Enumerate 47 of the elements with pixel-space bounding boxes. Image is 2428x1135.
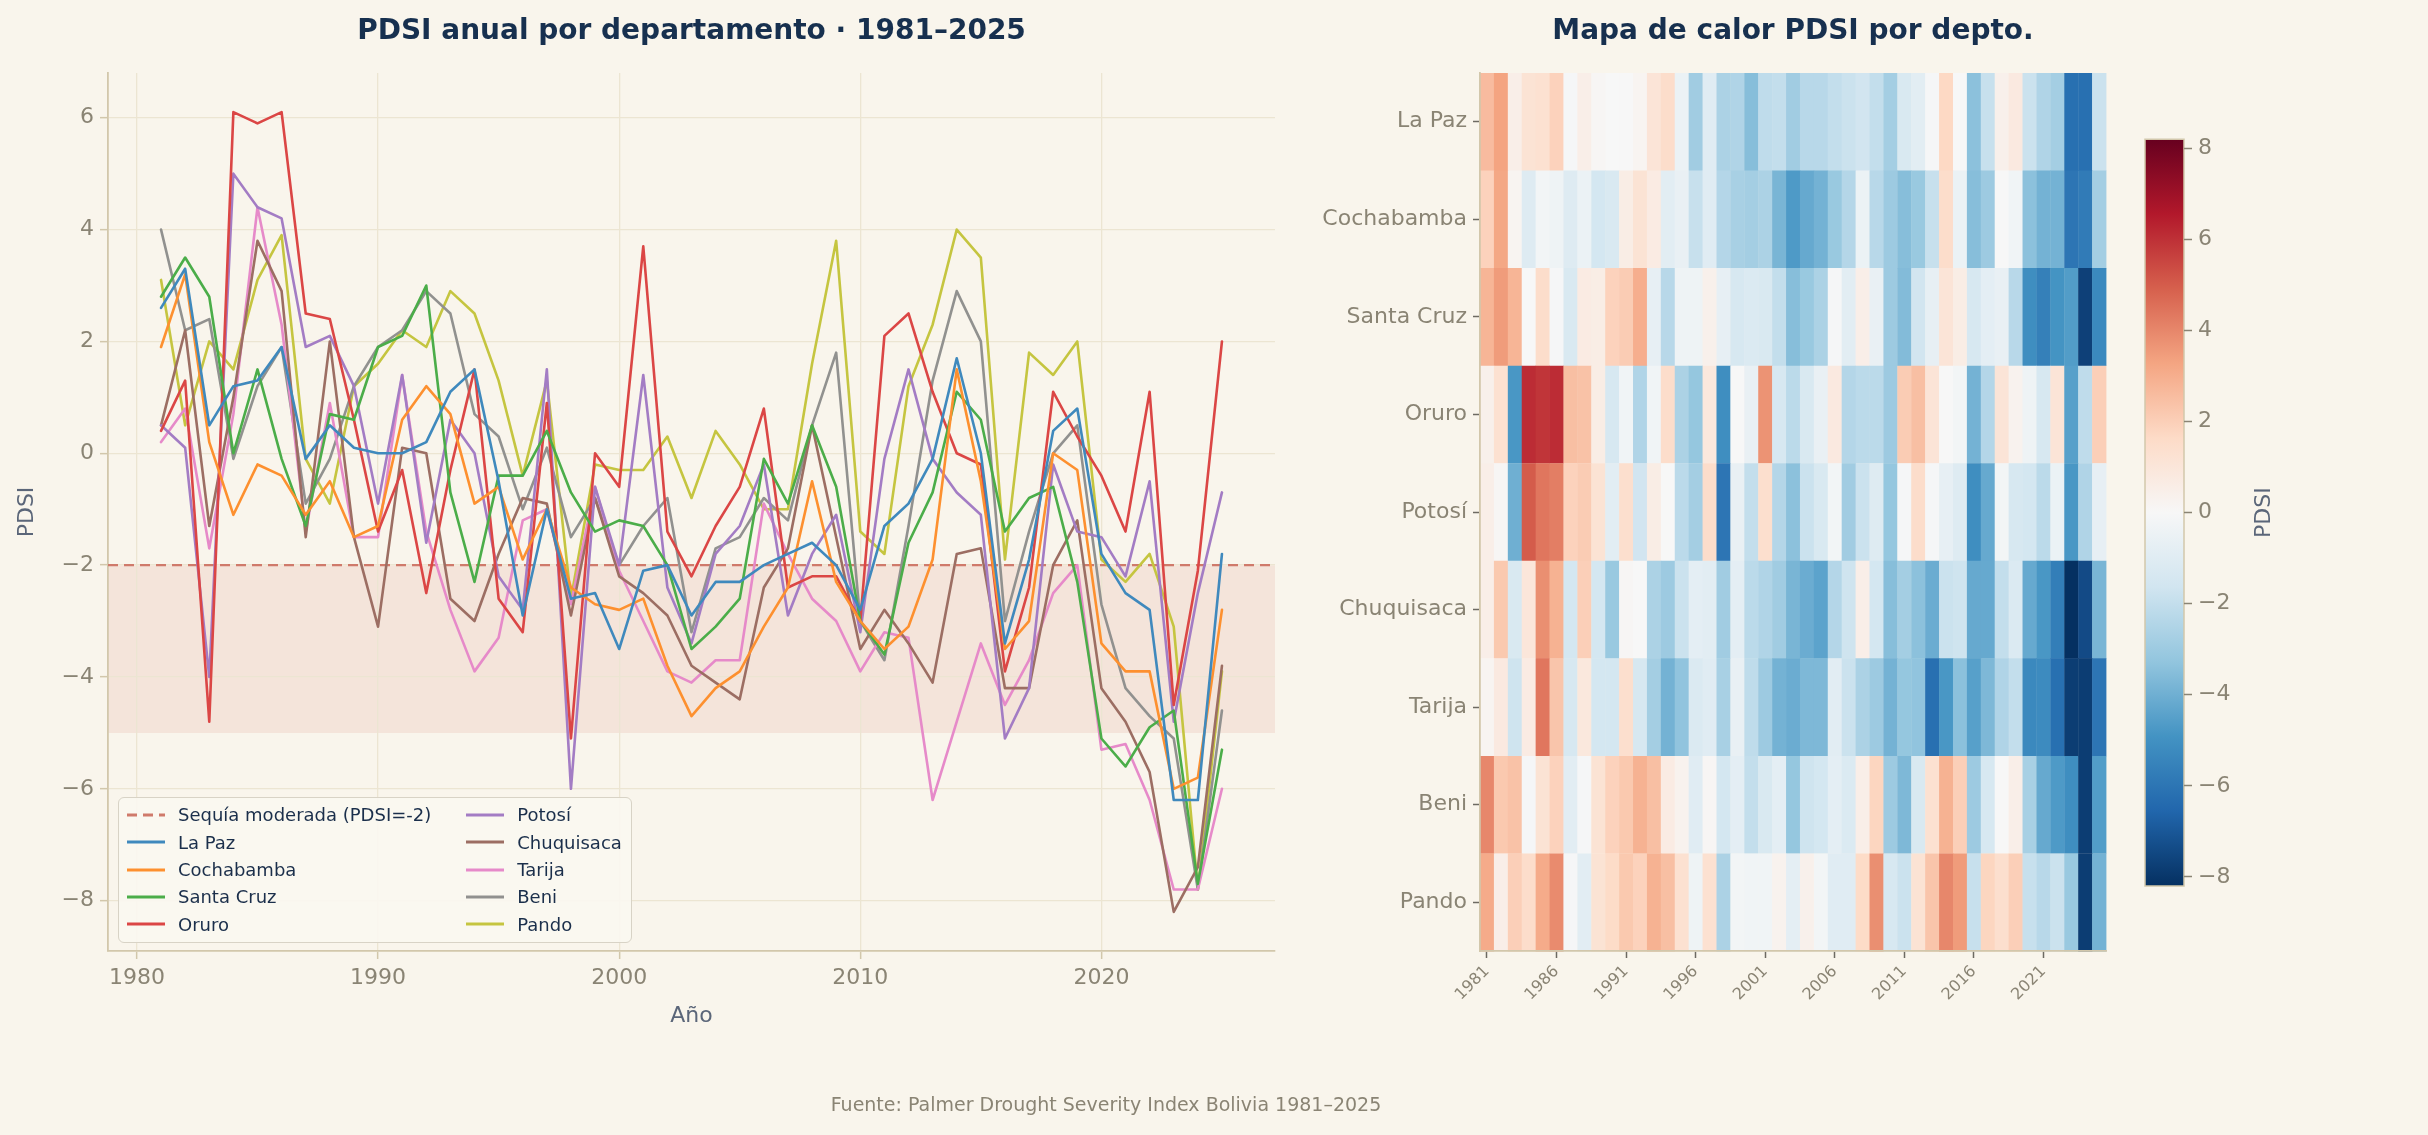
y-tick-label: 2 <box>80 327 94 353</box>
y-tick-label: Oruro <box>1404 400 1467 426</box>
color-bar-label: 6 <box>2198 225 2212 251</box>
y-tick-label: Chuquisaca <box>1339 595 1467 621</box>
color-bar-label: −6 <box>2198 771 2231 797</box>
x-tick-label: 1980 <box>108 963 165 989</box>
color-bar-label: 8 <box>2198 134 2212 160</box>
source-note: Fuente: Palmer Drought Severity Index Bolivia 1981–2025 <box>830 1093 1382 1116</box>
x-tick-label: 2020 <box>1073 963 1130 989</box>
y-tick-label: Pando <box>1399 887 1467 913</box>
legend-label: Sequía moderada (PDSI=-2) <box>178 804 432 826</box>
legend-label: Cochabamba <box>178 858 297 881</box>
chart-title: Mapa de calor PDSI por depto. <box>1552 13 2034 47</box>
y-tick-label: −4 <box>61 662 94 688</box>
y-axis-title: PDSI <box>12 486 38 538</box>
color-bar-label: −2 <box>2198 589 2231 615</box>
y-tick-label: 0 <box>80 439 94 464</box>
legend-label: Tarija <box>517 858 565 881</box>
color-bar-label: 4 <box>2198 316 2212 342</box>
color-bar-title: PDSI <box>2249 487 2275 538</box>
y-tick-label: −8 <box>61 886 94 912</box>
y-tick-label: Cochabamba <box>1322 205 1467 231</box>
color-bar-label: 2 <box>2198 407 2212 433</box>
y-tick-label: Santa Cruz <box>1346 302 1467 328</box>
x-tick-label: 2010 <box>832 963 889 989</box>
legend-label: Santa Cruz <box>178 886 277 908</box>
y-tick-label: 4 <box>80 215 94 241</box>
color-bar-label: −4 <box>2198 680 2231 706</box>
color-bar-label: 0 <box>2198 498 2212 524</box>
color-bar-label: −8 <box>2198 862 2231 888</box>
x-tick-label: 1990 <box>350 963 407 989</box>
legend-label: Chuquisaca <box>517 831 622 854</box>
y-tick-label: Potosí <box>1401 497 1468 523</box>
legend-label: Oruro <box>178 913 229 936</box>
legend-label: Beni <box>517 886 558 908</box>
legend-label: Pando <box>517 913 573 936</box>
legend-label: Potosí <box>517 804 571 826</box>
y-tick-label: −2 <box>61 550 94 576</box>
x-axis-title: Año <box>670 1001 713 1027</box>
legend-label: La Paz <box>178 831 236 854</box>
chart-title: PDSI anual por departamento · 1981–2025 <box>357 13 1026 47</box>
y-tick-label: La Paz <box>1396 107 1467 133</box>
y-tick-label: 6 <box>80 103 94 129</box>
y-tick-label: Tarija <box>1407 692 1467 718</box>
y-tick-label: −6 <box>61 774 94 800</box>
y-tick-label: Beni <box>1418 790 1467 816</box>
x-tick-label: 2000 <box>591 963 648 989</box>
